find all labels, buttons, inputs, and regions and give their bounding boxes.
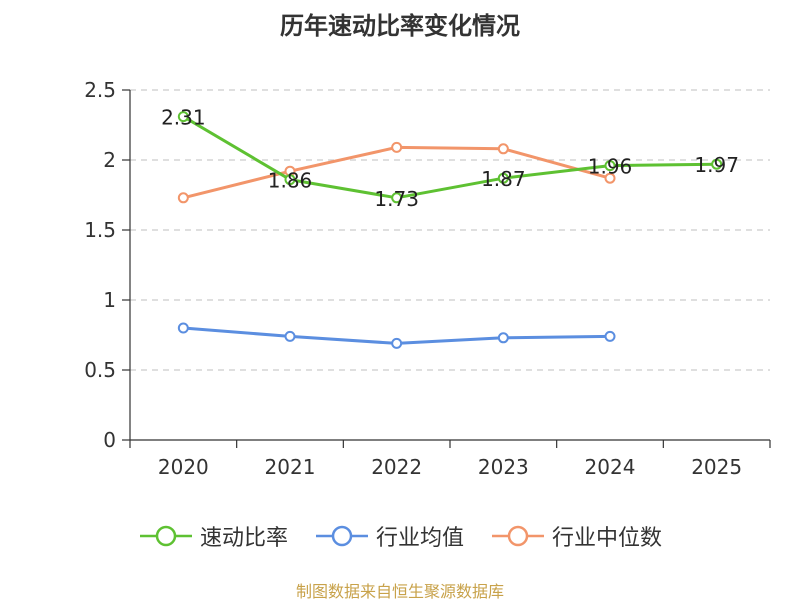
x-tick-label: 2021 (265, 455, 316, 479)
legend-item[interactable]: 行业均值 (314, 520, 464, 552)
y-tick-label: 0 (103, 428, 116, 452)
data-point (284, 174, 296, 186)
y-tick-label: 1 (103, 288, 116, 312)
x-tick-label: 2025 (691, 455, 742, 479)
data-point (497, 143, 509, 155)
axes: 0 0.5 1 1.5 2 2.5 2020 2021 2022 2023 2024 2025 (84, 78, 771, 479)
data-label: 1.96 (588, 155, 633, 179)
data-label: 1.87 (481, 167, 526, 191)
legend-label: 行业均值 (375, 526, 464, 551)
legend-line-marker-icon (139, 525, 192, 547)
source-note: 制图数据来自恒生聚源数据库 (295, 582, 504, 601)
data-point (391, 141, 403, 153)
y-tick-label: 2 (103, 148, 116, 172)
x-tick-label: 2024 (585, 455, 636, 479)
data-label: 1.73 (374, 187, 419, 211)
data-point (391, 337, 403, 349)
grid-lines (130, 89, 770, 371)
data-point (711, 158, 723, 170)
data-point (604, 160, 616, 172)
data-point (177, 111, 189, 123)
data-label: 1.97 (694, 153, 739, 177)
data-point (177, 322, 189, 334)
x-tick-label: 2022 (371, 455, 422, 479)
legend-line-marker-icon (315, 525, 368, 547)
chart-title: 历年速动比率变化情况 (280, 12, 520, 40)
data-point (284, 330, 296, 342)
y-tick-label: 1.5 (84, 218, 116, 242)
legend-label: 速动比率 (199, 526, 288, 551)
data-point (497, 172, 509, 184)
data-point (604, 330, 616, 342)
chart-legend: 速动比率 行业均值 行业中位数 (0, 520, 800, 552)
series-lines (177, 111, 723, 349)
data-point (391, 192, 403, 204)
y-tick-label: 0.5 (84, 358, 116, 382)
legend-label: 行业中位数 (552, 526, 663, 551)
legend-item[interactable]: 行业中位数 (490, 520, 662, 552)
data-labels: 2.31 1.86 1.73 1.87 1.96 1.97 (161, 106, 739, 211)
data-point (604, 172, 616, 184)
y-tick-label: 2.5 (84, 78, 116, 102)
series-line-0 (182, 115, 717, 200)
data-point (497, 332, 509, 344)
data-label: 1.86 (268, 169, 313, 193)
legend-item[interactable]: 速动比率 (138, 520, 288, 552)
legend-line-marker-icon (492, 525, 544, 547)
data-label: 2.31 (161, 106, 206, 130)
x-tick-label: 2020 (158, 455, 209, 479)
x-tick-label: 2023 (478, 455, 529, 479)
data-point (177, 192, 189, 204)
